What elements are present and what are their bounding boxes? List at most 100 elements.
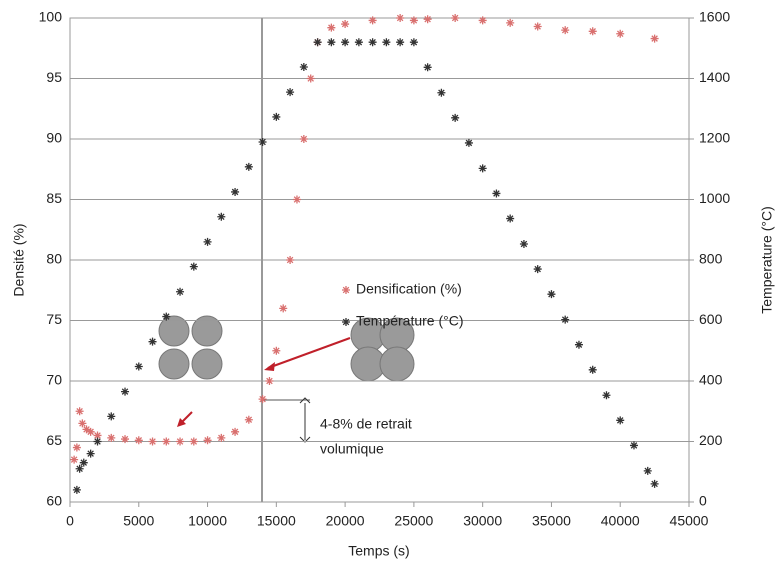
data-point — [451, 14, 460, 22]
data-point — [272, 346, 281, 355]
data-point — [93, 437, 102, 446]
x-tick-label: 35000 — [532, 513, 571, 529]
data-point — [79, 458, 88, 467]
legend-marker — [342, 286, 350, 294]
data-point — [506, 18, 515, 27]
data-point — [629, 441, 638, 450]
data-point — [93, 431, 102, 440]
data-point — [327, 23, 336, 32]
data-point — [121, 435, 130, 444]
x-tick-label: 30000 — [463, 513, 502, 529]
arrow-head — [264, 362, 275, 371]
data-point — [616, 416, 625, 425]
data-point — [162, 312, 171, 321]
data-point — [86, 427, 95, 436]
data-point — [121, 387, 130, 396]
data-point — [451, 113, 460, 122]
data-point — [650, 479, 659, 488]
data-point — [574, 340, 583, 349]
y-tick-label: 85 — [46, 190, 62, 206]
y2-tick-label: 800 — [699, 251, 723, 267]
x-tick-label: 0 — [66, 513, 74, 529]
x-tick-label: 40000 — [601, 513, 640, 529]
y-tick-label: 70 — [46, 372, 62, 388]
data-point — [616, 29, 625, 38]
y-tick-label: 95 — [46, 69, 62, 85]
annotations: 4-8% de retrait volumique — [158, 18, 415, 502]
data-point — [107, 433, 116, 442]
annotation-text: 4-8% de retrait — [320, 416, 412, 432]
data-point — [643, 466, 652, 475]
x-axis-label: Temps (s) — [348, 543, 409, 559]
data-point — [409, 16, 418, 25]
data-point — [189, 437, 198, 446]
data-point — [134, 436, 143, 445]
data-point — [299, 135, 308, 143]
arrow — [267, 337, 351, 369]
y2-tick-label: 1000 — [699, 190, 730, 206]
data-point — [547, 290, 556, 299]
data-point — [368, 16, 377, 25]
data-point — [519, 239, 528, 248]
y-tick-label: 100 — [39, 9, 63, 25]
legend-label: Température (°C) — [356, 313, 464, 329]
legend-marker — [342, 318, 350, 326]
x-tick-label: 10000 — [188, 513, 227, 529]
data-point — [70, 455, 79, 464]
data-point — [272, 112, 281, 121]
y2-tick-label: 400 — [699, 372, 723, 388]
data-point — [478, 164, 487, 173]
x-tick-label: 25000 — [394, 513, 433, 529]
data-point — [258, 395, 267, 404]
data-point — [203, 237, 212, 246]
y2-tick-label: 600 — [699, 311, 723, 327]
data-point — [299, 63, 308, 72]
legend-label: Densification (%) — [356, 281, 462, 297]
arrow-head — [177, 418, 186, 427]
data-point — [148, 337, 157, 346]
y-axis-label: Densité (%) — [11, 223, 27, 296]
y-tick-label: 60 — [46, 493, 62, 509]
data-point — [437, 88, 446, 97]
data-point — [176, 437, 185, 446]
data-point — [368, 38, 377, 47]
data-point — [203, 436, 212, 445]
data-point — [588, 365, 597, 374]
x-tick-label: 45000 — [670, 513, 709, 529]
data-point — [313, 38, 322, 47]
data-point — [217, 212, 226, 221]
data-point — [409, 38, 418, 47]
data-point — [292, 195, 301, 204]
y-tick-label: 65 — [46, 432, 62, 448]
particles-after — [350, 317, 415, 382]
y-tick-label: 75 — [46, 311, 62, 327]
data-point — [134, 362, 143, 371]
data-point — [464, 138, 473, 147]
data-point — [107, 412, 116, 421]
data-point — [258, 138, 267, 147]
x-tick-label: 20000 — [326, 513, 365, 529]
data-point — [533, 265, 542, 274]
data-point — [561, 315, 570, 324]
x-tick-label: 5000 — [123, 513, 154, 529]
data-point — [148, 437, 157, 446]
y-tick-label: 80 — [46, 251, 62, 267]
data-point — [327, 38, 336, 47]
data-point — [162, 437, 171, 446]
data-point — [492, 189, 501, 198]
data-point — [423, 63, 432, 72]
data-point — [72, 443, 81, 452]
data-point — [244, 415, 253, 424]
annotation-text: volumique — [320, 441, 384, 457]
data-point — [533, 22, 542, 31]
data-point — [650, 34, 659, 43]
data-point — [306, 74, 315, 83]
data-point — [75, 464, 84, 473]
data-point — [176, 287, 185, 296]
y2-tick-label: 1400 — [699, 69, 730, 85]
data-point — [75, 407, 84, 416]
y-tick-label: 90 — [46, 130, 62, 146]
data-point — [423, 15, 432, 24]
data-point — [602, 391, 611, 400]
